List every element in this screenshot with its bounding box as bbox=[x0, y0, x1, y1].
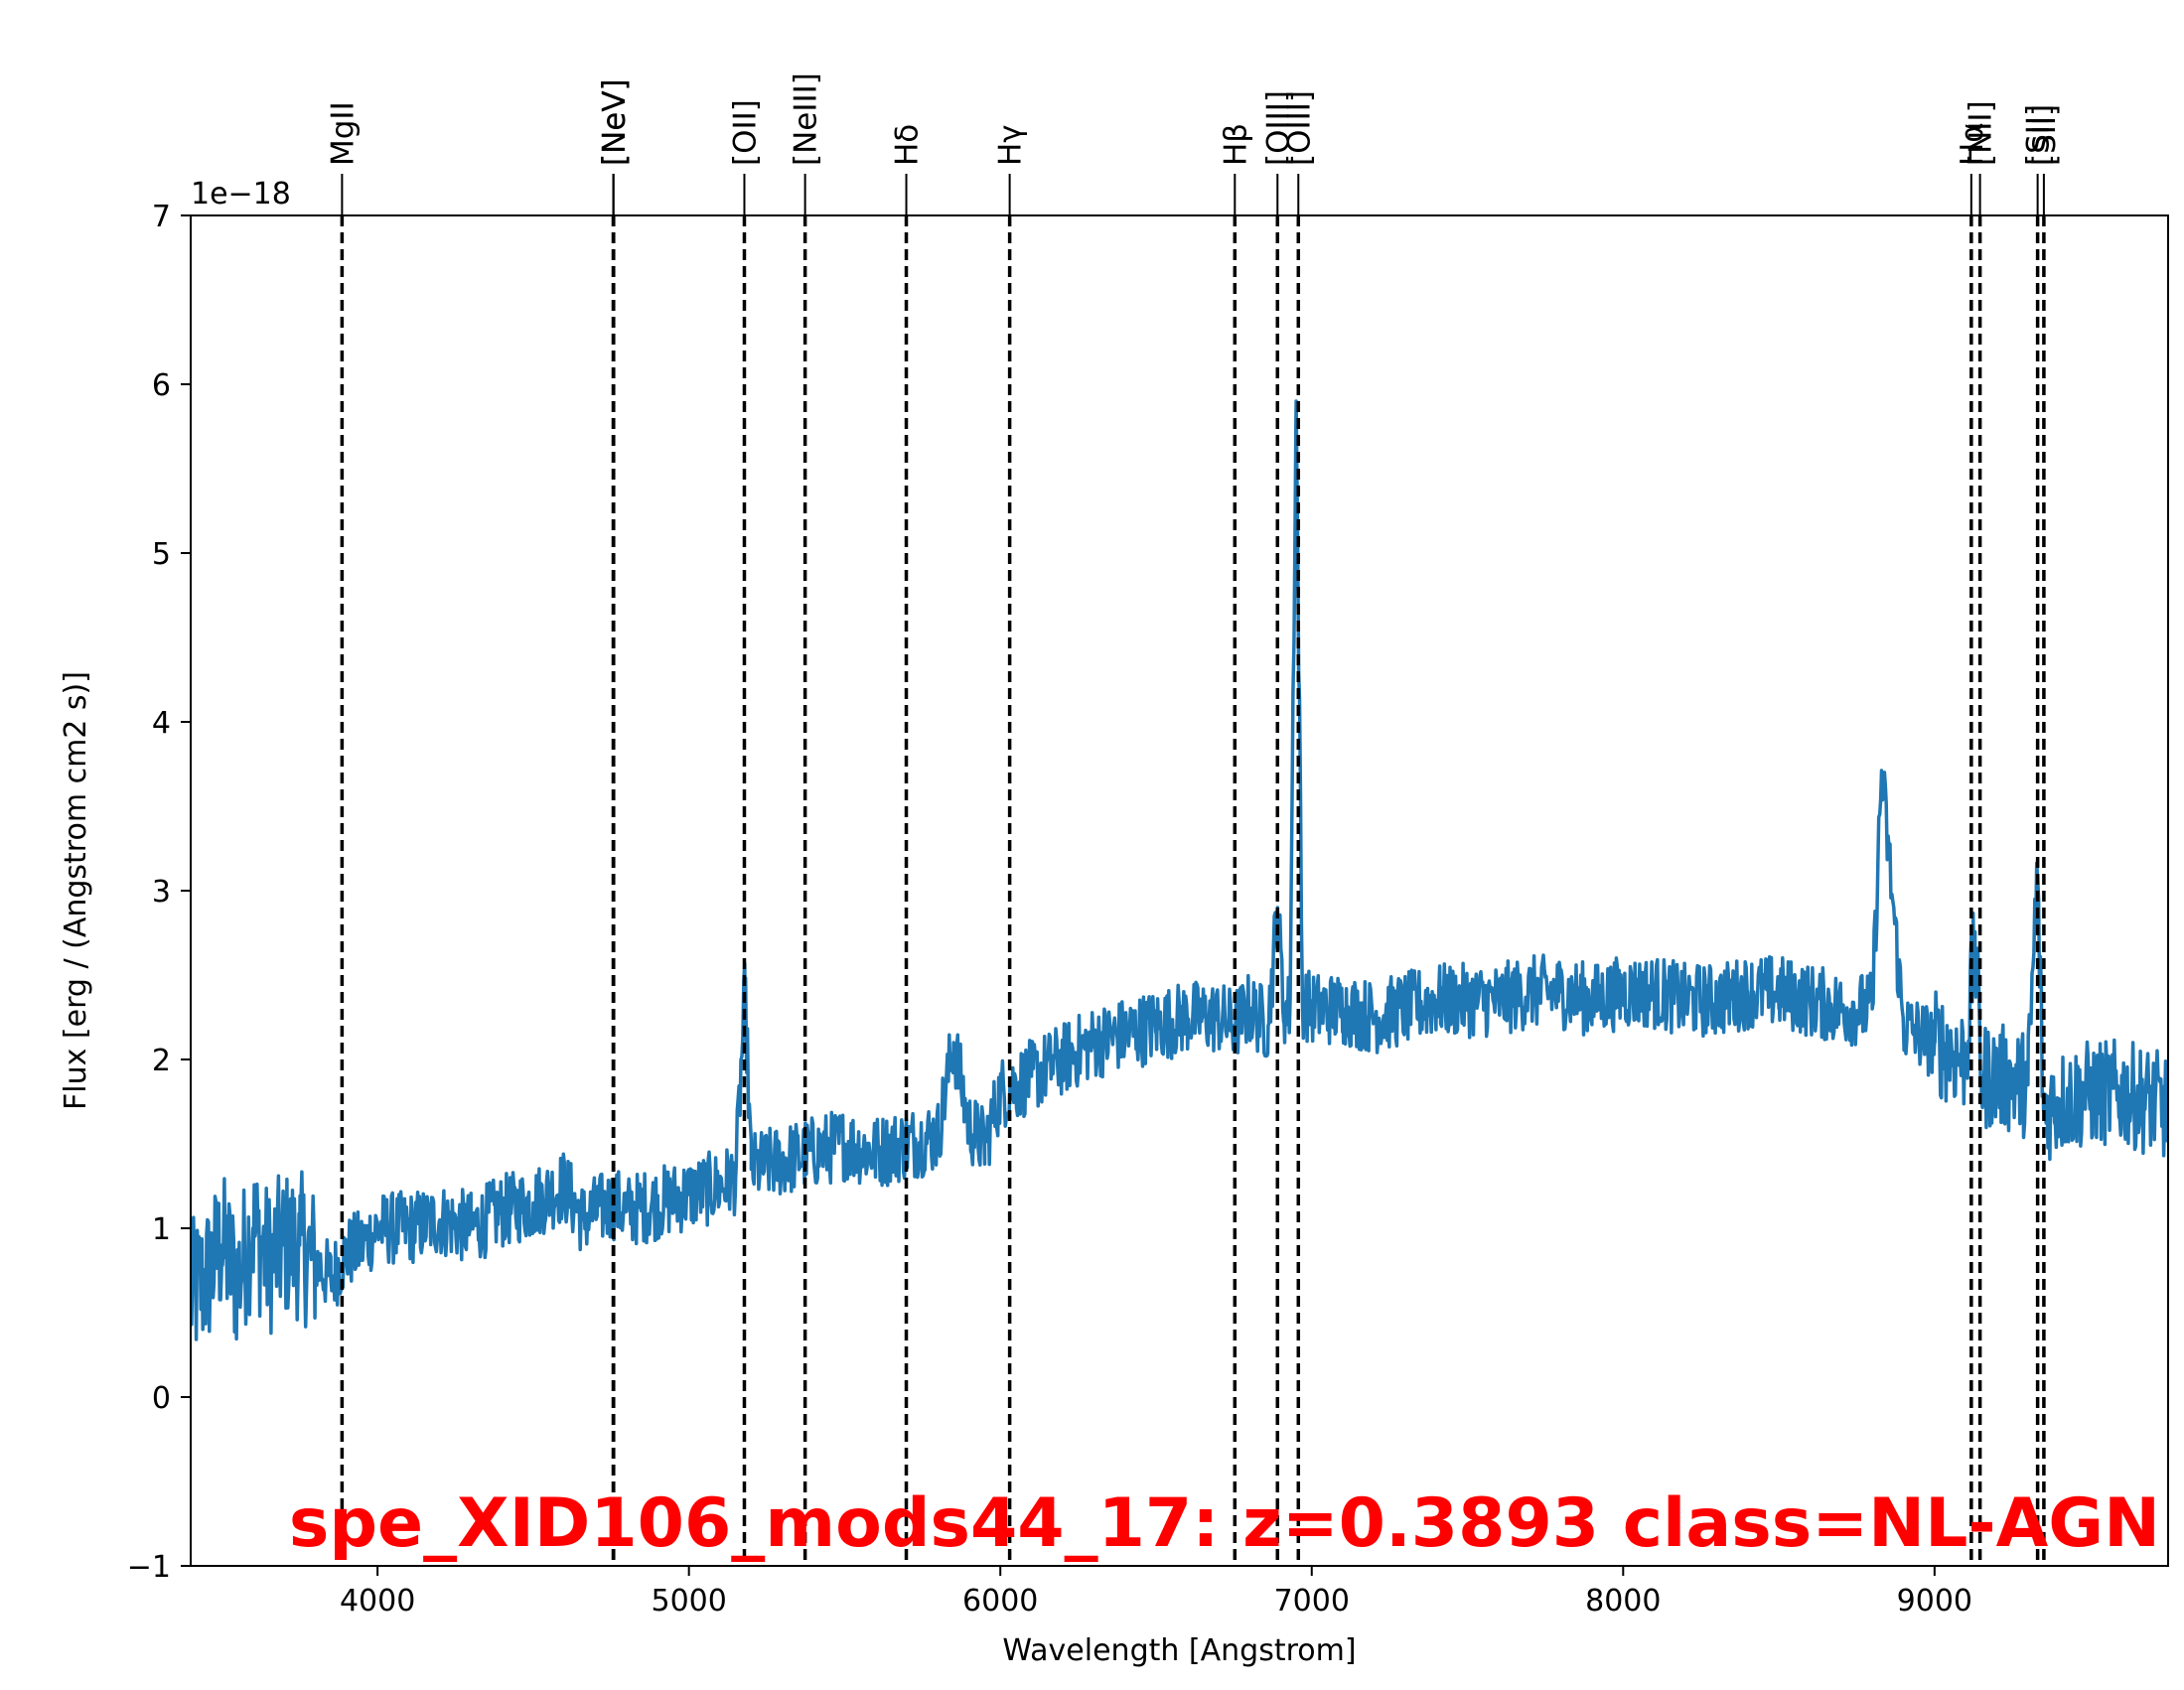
line-label: [SII] bbox=[2021, 104, 2057, 166]
x-tick-label: 6000 bbox=[962, 1584, 1038, 1619]
emission-line-markers: MgII [NeV][NeV] [OII] [NeIII] Hδ Hγ Hβ [OIII][O… bbox=[325, 72, 2063, 1566]
x-tick-label: 8000 bbox=[1585, 1584, 1661, 1619]
line-label: [NII] bbox=[1964, 100, 1999, 166]
y-offset-label: 1e−18 bbox=[191, 177, 291, 211]
line-label: [NeIII] bbox=[789, 72, 824, 166]
y-tick-label: 3 bbox=[152, 875, 171, 910]
line-label: [OII] bbox=[727, 99, 763, 166]
plot-area bbox=[191, 399, 2168, 1341]
x-tick-label: 7000 bbox=[1274, 1584, 1350, 1619]
y-axis-label: Flux [erg / (Angstrom cm2 s)] bbox=[59, 671, 93, 1110]
y-tick-label: 4 bbox=[152, 706, 171, 741]
spectrum-annotation: spe_XID106_mods44_17: z=0.3893 class=NL-… bbox=[289, 1484, 2160, 1563]
y-tick-label: 6 bbox=[152, 368, 171, 403]
x-tick-label: 9000 bbox=[1897, 1584, 1972, 1619]
x-axis-ticks: 4000 5000 6000 7000 8000 9000 bbox=[340, 1566, 1972, 1619]
line-label: Hα bbox=[1955, 122, 1990, 166]
line-label: [SII] bbox=[2027, 104, 2063, 166]
y-tick-label: 0 bbox=[152, 1381, 171, 1416]
line-label: [OIII] bbox=[1260, 90, 1296, 166]
spectrum-line bbox=[191, 399, 2168, 1341]
line-label: [NeV] bbox=[596, 78, 632, 166]
line-label: Hβ bbox=[1218, 123, 1253, 166]
line-label: Hγ bbox=[993, 124, 1029, 166]
line-label: [OIII] bbox=[1281, 90, 1317, 166]
y-tick-label: 7 bbox=[152, 200, 171, 234]
line-label: Hδ bbox=[890, 124, 926, 166]
y-tick-label: 5 bbox=[152, 537, 171, 572]
x-tick-label: 4000 bbox=[340, 1584, 415, 1619]
line-label: [NeV] bbox=[597, 78, 633, 166]
y-axis-ticks: −1 0 1 2 3 4 5 6 7 bbox=[127, 200, 191, 1585]
line-label: MgII bbox=[325, 101, 361, 166]
y-tick-label: 2 bbox=[152, 1044, 171, 1078]
x-axis-label: Wavelength [Angstrom] bbox=[1002, 1633, 1356, 1668]
x-tick-label: 5000 bbox=[651, 1584, 726, 1619]
y-tick-label: 1 bbox=[152, 1212, 171, 1247]
y-tick-label: −1 bbox=[127, 1550, 171, 1585]
